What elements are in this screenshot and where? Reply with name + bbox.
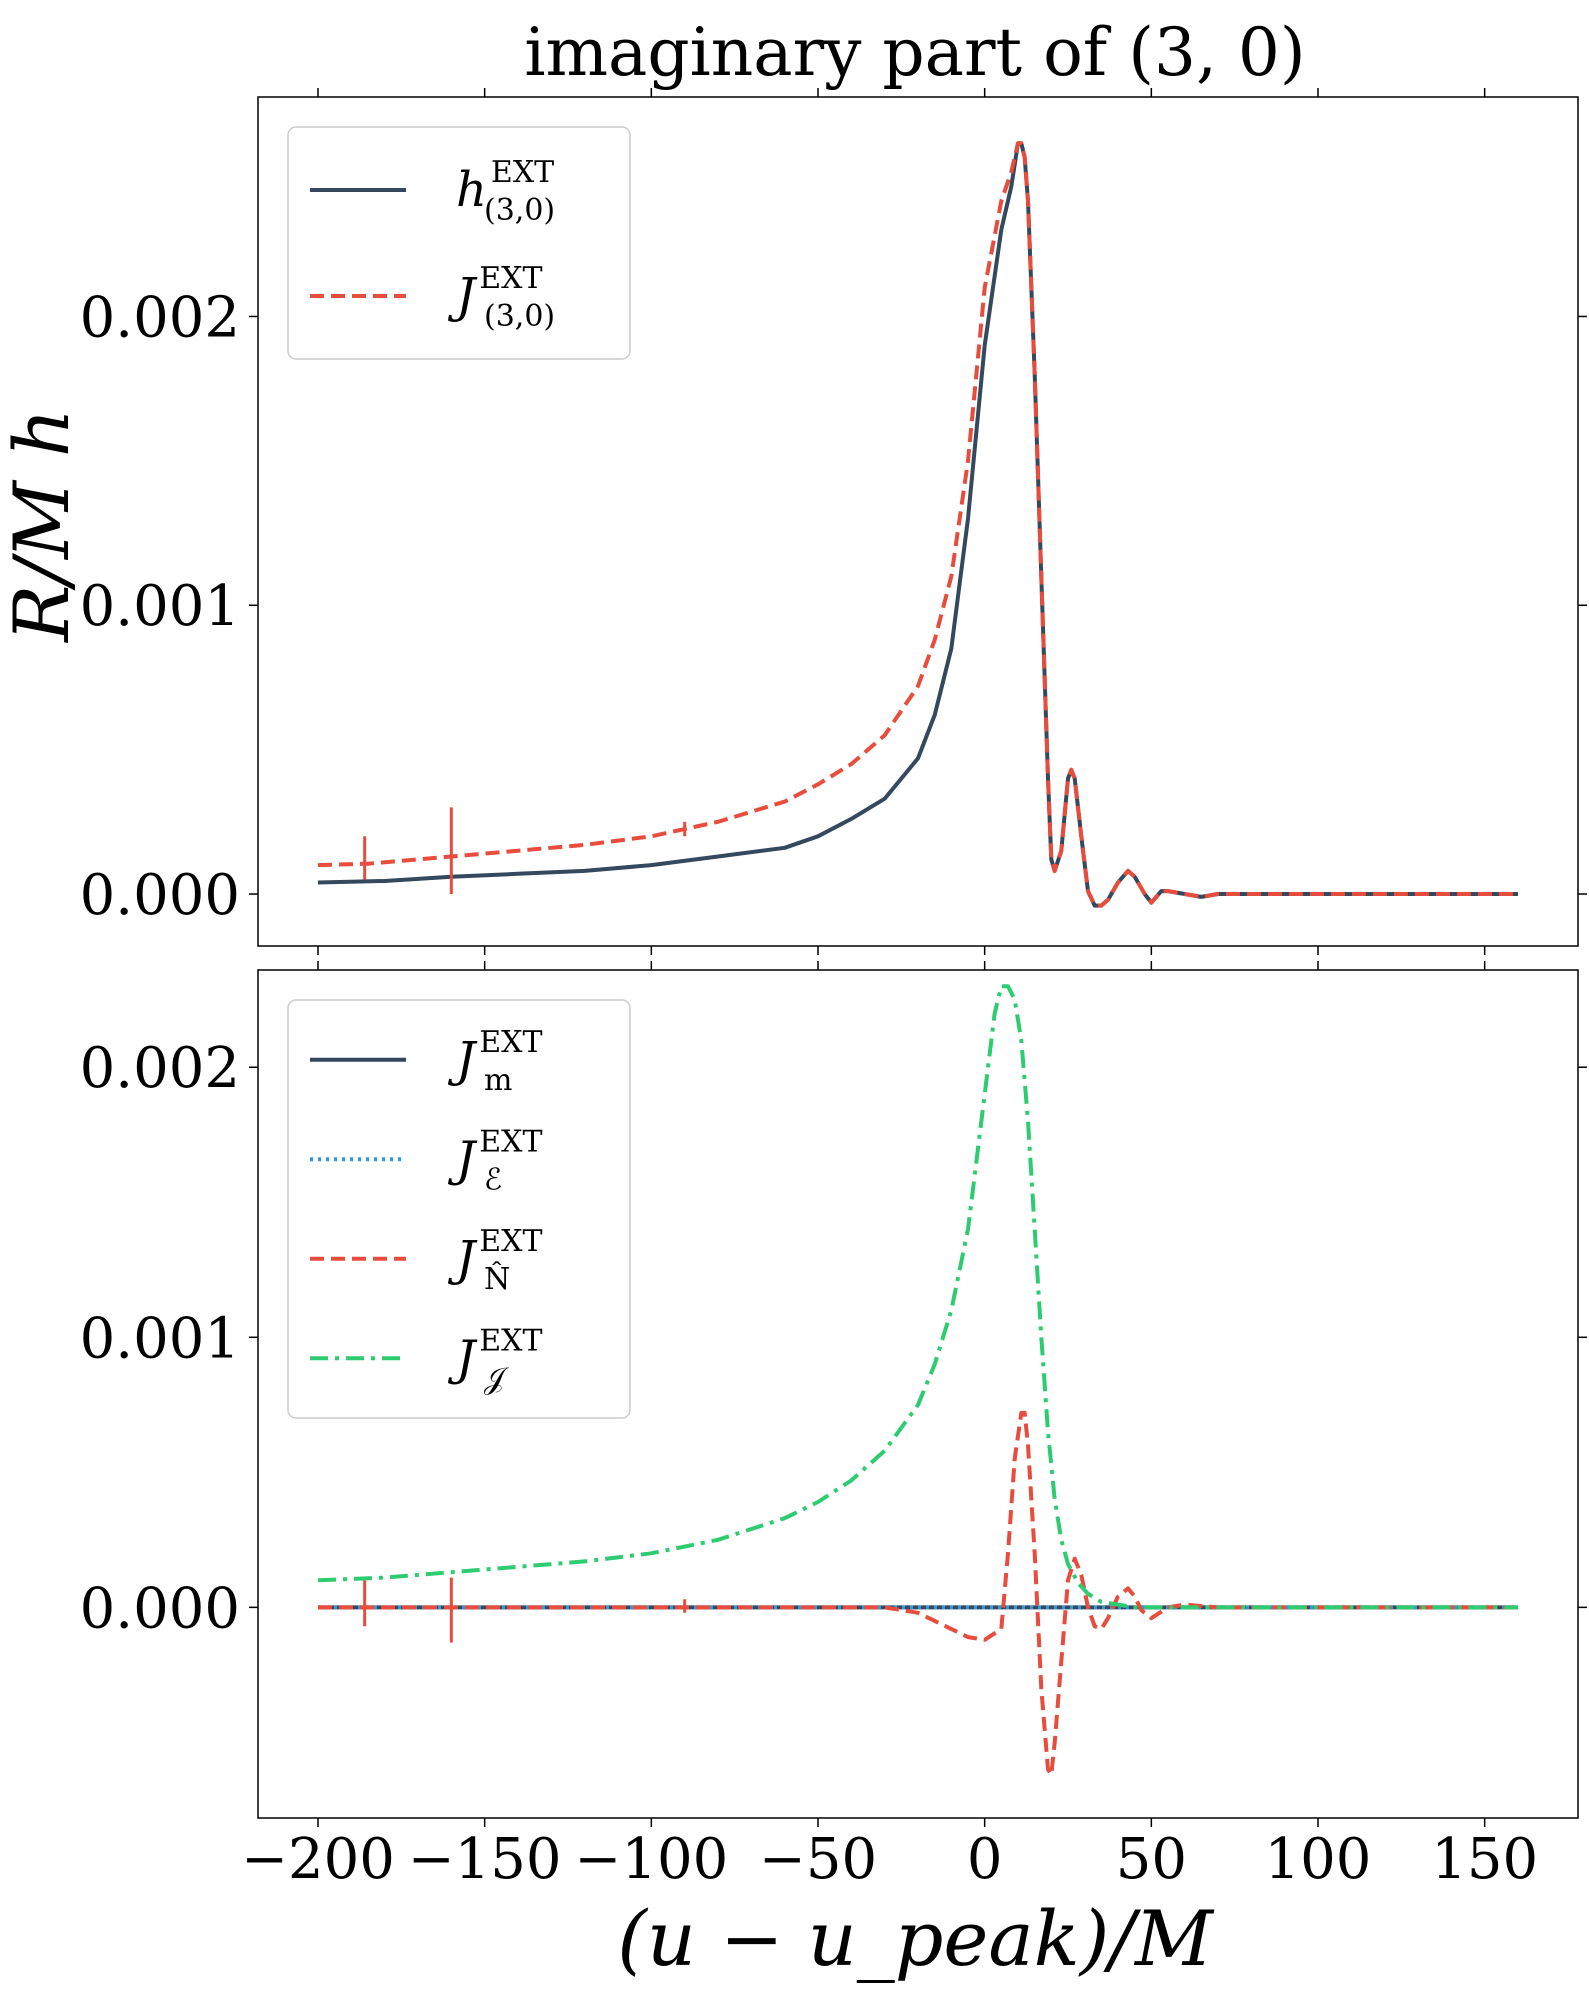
legend-label-subscript: N̂ [484, 1261, 510, 1296]
y-tick-label: 0.002 [80, 1036, 240, 1101]
x-tick-labels: −200 −150 −100 −50 0 50 100 150 [241, 1827, 1538, 1892]
legend-label-subscript: (3,0) [484, 193, 555, 228]
legend-label: h EXT [456, 155, 554, 218]
x-axis-label: (u − u_peak)/M [617, 1894, 1215, 1983]
legend-box [287, 999, 631, 1419]
chart-title: imaginary part of (3, 0) [524, 14, 1305, 91]
x-tick-label: 100 [1265, 1827, 1372, 1892]
y-tick-label: 0.001 [80, 574, 240, 639]
y-tick-label: 0.000 [80, 863, 240, 928]
y-tick-label: 0.002 [80, 285, 240, 350]
x-tick-label: 0 [967, 1827, 1003, 1892]
series-line [317, 141, 1518, 908]
x-tick-label: −200 [241, 1827, 395, 1892]
legend-label-subscript: m [484, 1063, 512, 1098]
x-tick-label: −50 [759, 1827, 877, 1892]
plot-frame [257, 969, 1579, 1819]
x-tick-label: −150 [408, 1827, 562, 1892]
series-line [318, 1410, 1518, 1777]
y-tick-label: 0.000 [80, 1576, 240, 1641]
legend-label-subscript: (3,0) [484, 299, 555, 334]
series-group [317, 141, 1518, 908]
panel-top: 0.000 0.001 0.002 h EXT(3,0)J EXT(3,0) [80, 88, 1587, 955]
series-group [317, 984, 1518, 1777]
x-tick-label: 50 [1116, 1827, 1187, 1892]
series-line [317, 984, 1518, 1610]
series-line [317, 141, 1518, 908]
plot-frame [257, 96, 1579, 947]
y-tick-label: 0.001 [80, 1306, 240, 1371]
x-tick-label: −100 [574, 1827, 728, 1892]
legend: h EXT(3,0)J EXT(3,0) [287, 126, 631, 360]
legend-label-subscript: ℰ [484, 1162, 502, 1197]
y-axis-label: R/M h [0, 408, 86, 644]
x-tick-label: 150 [1431, 1827, 1538, 1892]
legend-box [287, 126, 631, 360]
